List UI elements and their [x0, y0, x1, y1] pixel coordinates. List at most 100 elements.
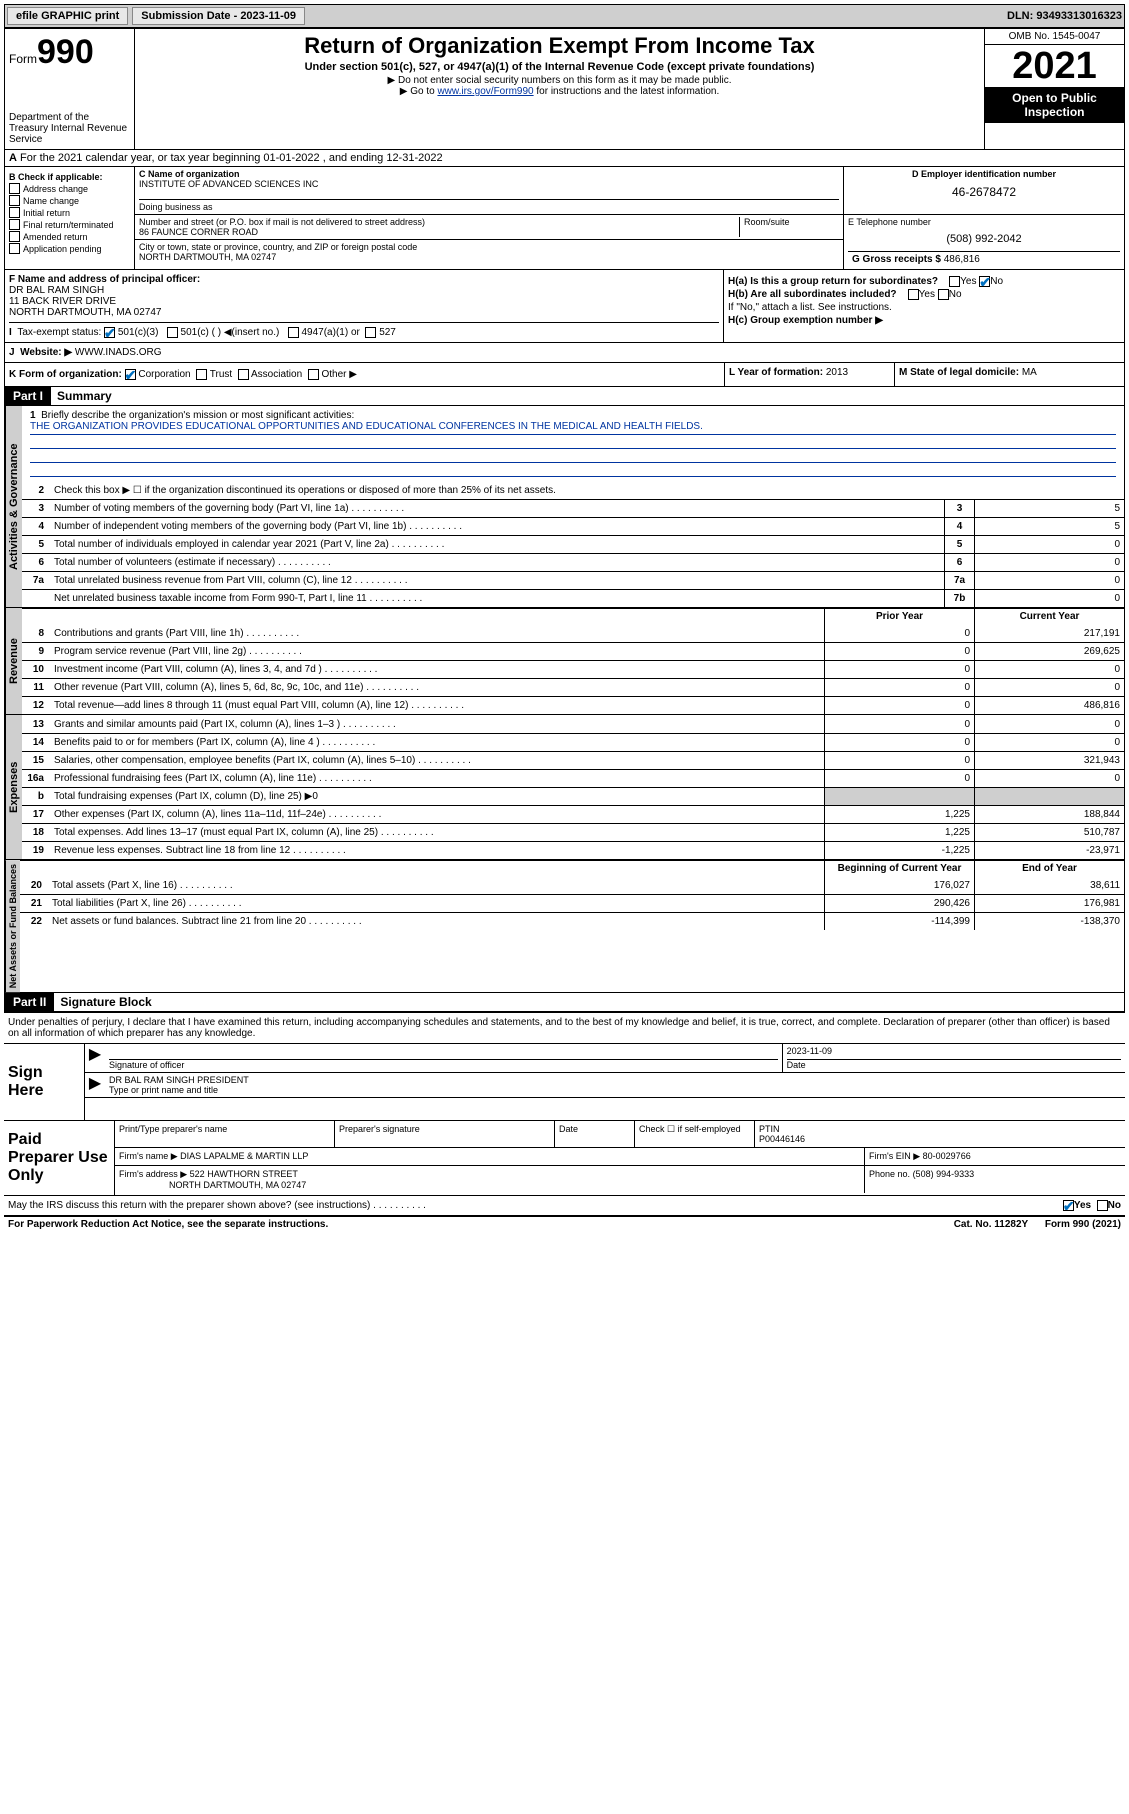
beg-hdr: Beginning of Current Year [824, 861, 974, 876]
org-name: INSTITUTE OF ADVANCED SCIENCES INC [139, 179, 839, 189]
ha-no[interactable] [979, 276, 990, 287]
section-a: A For the 2021 calendar year, or tax yea… [4, 150, 1125, 167]
tax-year: 2021 [985, 45, 1124, 87]
org-name-label: C Name of organization [139, 169, 839, 179]
form-number: 990 [37, 33, 94, 71]
initial-cb[interactable] [9, 207, 20, 218]
type-label: Type or print name and title [109, 1085, 218, 1095]
final-cb[interactable] [9, 219, 20, 230]
amended-cb[interactable] [9, 231, 20, 242]
vtab-net: Net Assets or Fund Balances [5, 860, 20, 992]
name-change-cb[interactable] [9, 195, 20, 206]
paid-prep-label: Paid Preparer Use Only [4, 1121, 114, 1195]
hc-label: H(c) Group exemption number ▶ [728, 315, 883, 326]
tax-exempt-label: Tax-exempt status: [17, 327, 101, 338]
other-cb[interactable] [308, 369, 319, 380]
hb-yes[interactable] [908, 289, 919, 300]
ein-label: D Employer identification number [912, 169, 1056, 179]
form-org-label: K Form of organization: [9, 369, 122, 380]
officer-name: DR BAL RAM SINGH [9, 285, 104, 296]
part1-label: Part I [5, 387, 51, 405]
discuss-no[interactable] [1097, 1200, 1108, 1211]
ptin-label: PTIN [759, 1124, 780, 1134]
ptin-val: P00446146 [759, 1134, 805, 1144]
hb-note: If "No," attach a list. See instructions… [728, 302, 1120, 313]
firm-phone-label: Phone no. [869, 1169, 910, 1179]
prep-sig-hdr: Preparer's signature [335, 1121, 555, 1147]
vtab-expenses: Expenses [5, 715, 22, 859]
box-b: B Check if applicable: Address change Na… [5, 167, 135, 269]
gross-label: G Gross receipts $ [852, 254, 944, 265]
end-hdr: End of Year [974, 861, 1124, 876]
date-label: Date [787, 1060, 806, 1070]
efile-btn[interactable]: efile GRAPHIC print [7, 7, 128, 25]
ein-value: 46-2678472 [848, 185, 1120, 199]
discuss-yes[interactable] [1063, 1200, 1074, 1211]
top-bar: efile GRAPHIC print Submission Date - 20… [4, 4, 1125, 28]
hb-no[interactable] [938, 289, 949, 300]
firm-label: Firm's name ▶ [119, 1151, 178, 1161]
dept-label: Department of the Treasury Internal Reve… [9, 112, 130, 145]
open-public: Open to Public Inspection [985, 87, 1124, 123]
street-label: Number and street (or P.O. box if mail i… [139, 217, 739, 227]
firm-addr-label: Firm's address ▶ [119, 1169, 187, 1179]
part1-title: Summary [51, 389, 112, 403]
firm-addr1: 522 HAWTHORN STREET [190, 1169, 298, 1179]
dba-label: Doing business as [139, 199, 839, 212]
trust-cb[interactable] [196, 369, 207, 380]
irs-link[interactable]: www.irs.gov/Form990 [437, 86, 533, 97]
app-pending-cb[interactable] [9, 243, 20, 254]
firm-ein: 80-0029766 [923, 1151, 971, 1161]
city-value: NORTH DARTMOUTH, MA 02747 [139, 252, 839, 262]
submission-btn[interactable]: Submission Date - 2023-11-09 [132, 7, 305, 25]
website-label: Website: ▶ [20, 347, 72, 358]
corp-cb[interactable] [125, 369, 136, 380]
ha-label: H(a) Is this a group return for subordin… [728, 276, 938, 287]
firm-name: DIAS LAPALME & MARTIN LLP [180, 1151, 308, 1161]
paperwork-notice: For Paperwork Reduction Act Notice, see … [8, 1219, 328, 1230]
gross-value: 486,816 [944, 254, 980, 265]
curr-hdr: Current Year [974, 609, 1124, 624]
phone-value: (508) 992-2042 [848, 233, 1120, 245]
city-label: City or town, state or province, country… [139, 242, 839, 252]
vtab-governance: Activities & Governance [5, 406, 22, 607]
officer-addr2: NORTH DARTMOUTH, MA 02747 [9, 307, 161, 318]
year-formation-label: L Year of formation: [729, 367, 826, 378]
527-cb[interactable] [365, 327, 376, 338]
phone-label: E Telephone number [848, 217, 1120, 227]
ha-yes[interactable] [949, 276, 960, 287]
domicile: MA [1022, 367, 1037, 378]
addr-change-cb[interactable] [9, 183, 20, 194]
assoc-cb[interactable] [238, 369, 249, 380]
note2-post: for instructions and the latest informat… [534, 86, 720, 97]
dln: DLN: 93493313016323 [1007, 10, 1122, 22]
domicile-label: M State of legal domicile: [899, 367, 1022, 378]
sig-date: 2023-11-09 [787, 1046, 1121, 1060]
omb-number: OMB No. 1545-0047 [985, 29, 1124, 45]
form-subtitle: Under section 501(c), 527, or 4947(a)(1)… [139, 61, 980, 73]
mission-text: THE ORGANIZATION PROVIDES EDUCATIONAL OP… [30, 421, 1116, 435]
4947-cb[interactable] [288, 327, 299, 338]
officer-addr1: 11 BACK RIVER DRIVE [9, 296, 116, 307]
officer-label: F Name and address of principal officer: [9, 274, 200, 285]
note2-pre: ▶ Go to [400, 86, 438, 97]
501c3-cb[interactable] [104, 327, 115, 338]
hb-label: H(b) Are all subordinates included? [728, 289, 897, 300]
suite-label: Room/suite [739, 217, 839, 237]
officer-sig-label: Signature of officer [109, 1060, 184, 1070]
form-footer: Form 990 (2021) [1045, 1219, 1121, 1230]
firm-phone: (508) 994-9333 [913, 1169, 975, 1179]
sign-here: Sign Here [4, 1044, 84, 1120]
prior-hdr: Prior Year [824, 609, 974, 624]
mission-label: Briefly describe the organization's miss… [41, 410, 354, 421]
firm-ein-label: Firm's EIN ▶ [869, 1151, 920, 1161]
street-value: 86 FAUNCE CORNER ROAD [139, 227, 739, 237]
prep-name-hdr: Print/Type preparer's name [115, 1121, 335, 1147]
form-prefix: Form [9, 52, 37, 66]
sig-intro: Under penalties of perjury, I declare th… [4, 1012, 1125, 1043]
self-emp: Check ☐ if self-employed [635, 1121, 755, 1147]
website-value: WWW.INADS.ORG [75, 347, 162, 358]
501c-cb[interactable] [167, 327, 178, 338]
officer-printed: DR BAL RAM SINGH PRESIDENT [109, 1075, 1121, 1085]
note1: ▶ Do not enter social security numbers o… [139, 75, 980, 86]
